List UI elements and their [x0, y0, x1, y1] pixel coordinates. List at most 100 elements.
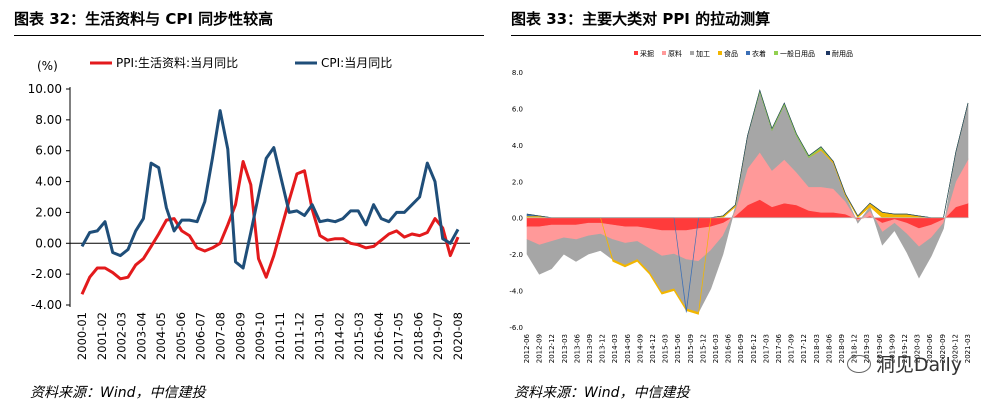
y-tick-label: 0.00 [35, 236, 62, 250]
legend-swatch [746, 51, 750, 55]
legend-swatch [718, 51, 722, 55]
ppi-cpi-line-chart: (%) -4.00 -2.00 0.00 2.00 4.00 6.00 8.00 10.00 20… [28, 56, 470, 360]
x-tick-label: 2017-06 [775, 333, 783, 363]
figure-title: 图表 33：主要大类对 PPI 的拉动测算 [511, 10, 771, 28]
legend-swatch [690, 51, 694, 55]
x-tick-label: 2012-09 [536, 334, 544, 363]
x-tick-label: 2000-01 [75, 312, 89, 360]
x-tick-label: 2013-03 [561, 334, 569, 363]
x-tick-label: 2013-09 [586, 334, 594, 363]
legend-swatch [634, 51, 638, 55]
x-tick-label: 2006-07 [194, 312, 208, 360]
x-tick-label: 2014-02 [332, 312, 346, 360]
x-tick-label: 2018-06 [825, 333, 833, 363]
x-tick-label: 2013-06 [573, 333, 581, 363]
x-tick-label: 2002-03 [115, 312, 129, 360]
x-tick-label: 2010-11 [273, 312, 287, 360]
y-tick-label: 8.0 [512, 69, 523, 77]
x-tick-label: 2019-09 [888, 334, 896, 363]
cpi-line [80, 109, 460, 270]
x-tick-label: 2011-12 [293, 312, 307, 360]
x-tick-label: 2012-12 [548, 334, 556, 363]
x-tick-label: 2019-12 [901, 334, 909, 363]
left-figure: 图表 32：生活资料与 CPI 同步性较高 (%) -4.00 -2.00 0.00 2… [14, 10, 484, 401]
x-tick-label: 2014-03 [611, 334, 619, 363]
x-tick-label: 2015-12 [699, 334, 707, 363]
legend-swatch [662, 51, 666, 55]
x-tick-label: 2020-09 [939, 334, 947, 363]
x-tick-label: 2005-06 [174, 312, 188, 360]
legend-label: 采掘 [640, 49, 654, 58]
x-tick-label: 2016-04 [372, 312, 386, 360]
legend-label: 加工 [696, 49, 710, 58]
y-tick-label: 0.0 [512, 215, 523, 223]
legend-label: 原料 [668, 49, 682, 58]
x-tick-label: 2015-06 [674, 333, 682, 363]
y-tick-label: 10.00 [28, 82, 62, 96]
y-tick-label: 6.00 [35, 144, 62, 158]
x-tick-label: 2018-09 [838, 334, 846, 363]
watermark: 洞见Daily [846, 350, 962, 377]
x-tick-label: 2016-09 [737, 334, 745, 363]
y-tick-label: -2.0 [509, 251, 523, 259]
ppi-contribution-area-chart: -6.0 -4.0 -2.0 0.0 2.0 4.0 6.0 8.0 2012-06 2012-0… [509, 49, 972, 363]
x-tick-label: 2001-02 [95, 312, 109, 360]
x-tick-label: 2016-06 [725, 333, 733, 363]
x-tick-label: 2014-09 [636, 334, 644, 363]
figure-title: 图表 32：生活资料与 CPI 同步性较高 [14, 10, 274, 28]
x-tick-label: 2014-06 [624, 333, 632, 363]
wechat-icon [846, 355, 871, 373]
y-tick-label: 4.0 [512, 142, 523, 150]
source-note: 资料来源：Wind，中信建投 [514, 385, 690, 401]
legend-label: PPI:生活资料:当月同比 [116, 56, 238, 70]
x-tick-label: 2018-03 [813, 334, 821, 363]
y-tick-label: -6.0 [509, 324, 523, 332]
x-tick-label: 2017-09 [788, 334, 796, 363]
x-tick-label: 2017-12 [800, 334, 808, 363]
x-tick-label: 2020-06 [926, 333, 934, 363]
x-tick-label: 2019-03 [863, 334, 871, 363]
x-tick-label: 2009-10 [253, 312, 267, 360]
watermark-text: 洞见Daily [875, 354, 962, 376]
legend-label: 食品 [724, 49, 738, 58]
x-tick-label: 2017-05 [392, 312, 406, 360]
legend-label: CPI:当月同比 [321, 56, 392, 70]
source-note: 资料来源：Wind，中信建投 [30, 385, 206, 401]
y-tick-label: -2.00 [31, 267, 62, 281]
y-tick-label: 2.0 [512, 178, 523, 186]
ppi-living-goods-line [80, 160, 460, 295]
x-tick-label: 2021-03 [964, 334, 972, 363]
x-tick-label: 2013-12 [599, 334, 607, 363]
legend-label: 衣着 [752, 49, 766, 58]
y-tick-label: 8.00 [35, 113, 62, 127]
x-tick-label: 2008-09 [233, 312, 247, 360]
y-tick-label: -4.00 [31, 298, 62, 312]
x-tick-label: 2020-12 [951, 334, 959, 363]
x-tick-label: 2018-12 [851, 334, 859, 363]
x-tick-label: 2017-03 [762, 334, 770, 363]
legend-swatch [774, 51, 778, 55]
x-tick-label: 2019-06 [876, 333, 884, 363]
x-tick-label: 2012-06 [523, 333, 531, 363]
y-axis-unit: (%) [37, 59, 58, 73]
x-tick-label: 2015-03 [352, 312, 366, 360]
x-tick-label: 2020-03 [914, 334, 922, 363]
x-tick-label: 2007-08 [214, 312, 228, 360]
y-tick-label: -4.0 [509, 288, 523, 296]
x-tick-label: 2013-01 [312, 312, 326, 360]
x-tick-label: 2018-06 [411, 312, 425, 360]
legend-label: 耐用品 [832, 49, 853, 58]
x-tick-label: 2003-04 [134, 312, 148, 360]
x-tick-label: 2016-12 [750, 334, 758, 363]
y-tick-label: 2.00 [35, 205, 62, 219]
y-tick-label: 6.0 [512, 105, 523, 113]
x-tick-label: 2015-09 [687, 334, 695, 363]
x-tick-label: 2019-07 [431, 312, 445, 360]
x-tick-label: 2020-08 [451, 312, 465, 360]
x-tick-label: 2014-12 [649, 334, 657, 363]
x-tick-label: 2004-05 [154, 312, 168, 360]
title-rule [14, 35, 484, 36]
y-tick-label: 4.00 [35, 175, 62, 189]
x-tick-label: 2016-03 [712, 334, 720, 363]
legend-label: 一般日用品 [780, 49, 815, 58]
